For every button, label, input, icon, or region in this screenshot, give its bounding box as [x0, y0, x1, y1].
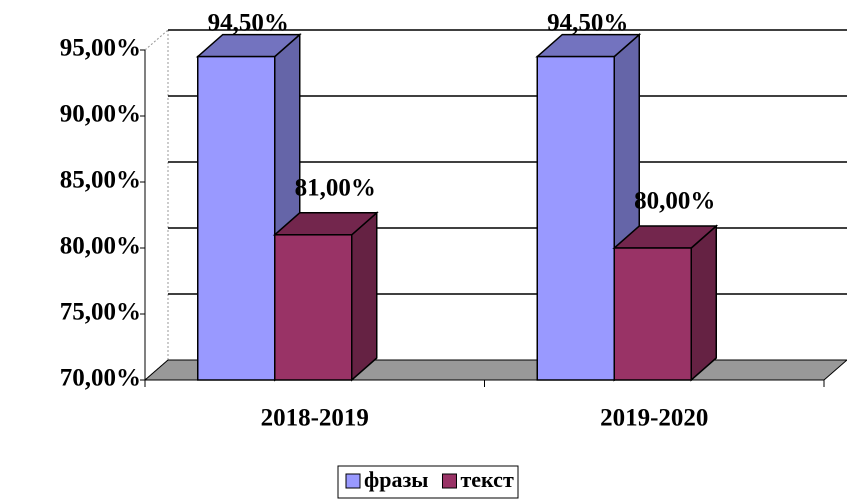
y-tick-label: 70,00% — [60, 365, 141, 392]
x-tick-label: 2018-2019 — [261, 405, 369, 432]
bar — [536, 55, 615, 381]
legend-box — [337, 465, 519, 499]
y-tick-label: 85,00% — [60, 167, 141, 194]
y-tick-label: 75,00% — [60, 299, 141, 326]
value-label: 81,00% — [295, 175, 376, 202]
top-edge — [144, 29, 169, 51]
value-label: 80,00% — [634, 188, 715, 215]
bar — [197, 55, 276, 381]
legend-label: текст — [460, 467, 513, 492]
bar — [613, 247, 692, 381]
y-tick-label: 80,00% — [60, 233, 141, 260]
legend-swatch — [345, 473, 361, 489]
value-label: 94,50% — [208, 9, 289, 36]
legend-label: фразы — [364, 467, 428, 492]
x-tick-label: 2019-2020 — [600, 405, 708, 432]
bar-side — [690, 224, 717, 382]
value-label: 94,50% — [547, 9, 628, 36]
y-tick-label: 90,00% — [60, 101, 141, 128]
bar-side — [351, 211, 378, 382]
y-tick-label: 95,00% — [60, 35, 141, 62]
bar — [274, 234, 353, 381]
legend-swatch — [441, 473, 457, 489]
